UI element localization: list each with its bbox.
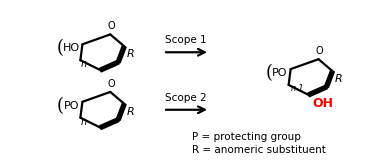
Text: n: n	[81, 59, 87, 69]
Text: Scope 2: Scope 2	[165, 93, 207, 103]
Text: PO: PO	[272, 68, 287, 78]
Text: n-1: n-1	[291, 84, 304, 93]
Polygon shape	[116, 46, 126, 63]
Polygon shape	[116, 103, 126, 120]
Text: n: n	[81, 117, 87, 127]
Text: (: (	[265, 64, 272, 82]
Text: R = anomeric substituent: R = anomeric substituent	[192, 145, 326, 155]
Text: R: R	[126, 107, 134, 117]
Text: OH: OH	[312, 97, 333, 110]
Text: (: (	[57, 39, 64, 57]
Polygon shape	[308, 85, 327, 97]
Text: PO: PO	[64, 101, 79, 111]
Text: O: O	[107, 79, 115, 89]
Polygon shape	[325, 70, 334, 88]
Text: P = protecting group: P = protecting group	[192, 132, 301, 142]
Text: O: O	[107, 21, 115, 32]
Text: R: R	[126, 49, 134, 59]
Text: Scope 1: Scope 1	[165, 35, 207, 45]
Text: HO: HO	[63, 43, 80, 53]
Polygon shape	[99, 118, 119, 129]
Text: R: R	[335, 74, 342, 84]
Text: (: (	[57, 97, 64, 115]
Polygon shape	[99, 60, 119, 72]
Text: O: O	[316, 46, 323, 56]
